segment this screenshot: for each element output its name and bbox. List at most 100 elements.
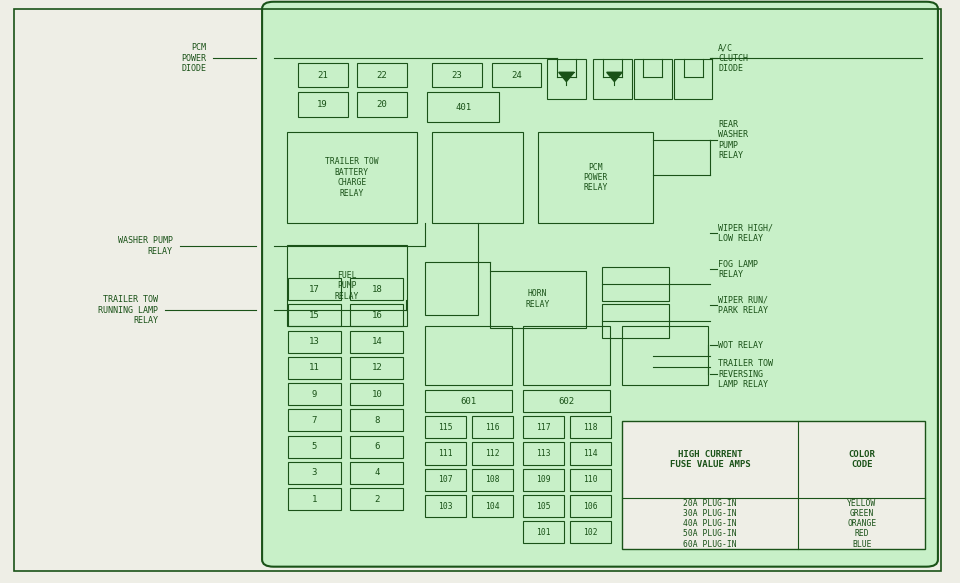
Text: 20: 20 [376,100,388,109]
Text: FUEL
PUMP
RELAY: FUEL PUMP RELAY [335,271,359,301]
Bar [357,92,407,117]
Text: 3: 3 [312,468,317,477]
Text: 16: 16 [372,311,382,320]
Text: 7: 7 [312,416,317,425]
Bar [288,436,341,458]
Text: 104: 104 [485,501,500,511]
Bar [570,416,611,438]
Bar [288,278,341,300]
Text: 9: 9 [312,389,317,399]
Bar [602,304,669,338]
Bar [472,442,513,465]
Text: PCM
POWER
RELAY: PCM POWER RELAY [583,163,608,192]
Text: 50A PLUG-IN: 50A PLUG-IN [684,529,737,538]
Text: WIPER RUN/
PARK RELAY: WIPER RUN/ PARK RELAY [718,296,768,315]
Polygon shape [607,72,622,82]
Bar [492,63,541,87]
Text: 30A PLUG-IN: 30A PLUG-IN [684,509,737,518]
Text: 602: 602 [559,396,574,406]
Text: 601: 601 [461,396,476,406]
Bar [288,488,341,510]
Text: 118: 118 [583,423,598,432]
Text: 115: 115 [438,423,453,432]
Bar [350,278,403,300]
Bar [523,390,610,412]
Text: 20A PLUG-IN: 20A PLUG-IN [684,498,737,508]
Text: TRAILER TOW
RUNNING LAMP
RELAY: TRAILER TOW RUNNING LAMP RELAY [99,295,158,325]
Bar [523,495,564,517]
Text: 11: 11 [309,363,320,373]
Bar [523,442,564,465]
Text: HIGH CURRENT
FUSE VALUE AMPS: HIGH CURRENT FUSE VALUE AMPS [670,449,751,469]
Text: 106: 106 [583,501,598,511]
Bar [288,331,341,353]
Bar [622,421,925,549]
Text: TRAILER TOW
BATTERY
CHARGE
RELAY: TRAILER TOW BATTERY CHARGE RELAY [325,157,378,198]
Bar [472,495,513,517]
Bar [472,416,513,438]
Bar [425,326,512,385]
Bar [298,92,348,117]
Bar [287,245,407,326]
Text: 110: 110 [583,475,598,484]
Text: RED: RED [854,529,869,538]
Bar [523,521,564,543]
Text: 112: 112 [485,449,500,458]
Bar [357,63,407,87]
Text: 102: 102 [583,528,598,537]
Text: 107: 107 [438,475,453,484]
Polygon shape [559,72,574,82]
Text: 105: 105 [536,501,551,511]
Text: 14: 14 [372,337,382,346]
Bar [287,132,417,223]
Bar [350,462,403,484]
Text: GREEN: GREEN [850,509,874,518]
Bar [432,132,523,223]
Bar [288,357,341,379]
Text: 18: 18 [372,285,382,294]
Bar [538,132,653,223]
Text: 21: 21 [317,71,328,80]
Text: PCM
POWER
DIODE: PCM POWER DIODE [181,43,206,73]
Bar [523,416,564,438]
Text: HORN
RELAY: HORN RELAY [525,289,550,309]
Bar [622,326,708,385]
Text: 114: 114 [583,449,598,458]
Text: 5: 5 [312,442,317,451]
Bar [288,304,341,326]
Bar [425,262,478,315]
Bar [425,390,512,412]
Bar [350,357,403,379]
Text: 1: 1 [312,494,317,504]
Text: REAR
WASHER
PUMP
RELAY: REAR WASHER PUMP RELAY [718,120,748,160]
Bar [298,63,348,87]
Text: 109: 109 [536,475,551,484]
Text: BLUE: BLUE [852,539,872,549]
Bar [523,469,564,491]
Text: 108: 108 [485,475,500,484]
Text: 401: 401 [455,103,471,112]
Text: YELLOW: YELLOW [847,498,876,508]
Bar [602,267,669,301]
Text: 116: 116 [485,423,500,432]
Text: 117: 117 [536,423,551,432]
Text: 101: 101 [536,528,551,537]
Bar [288,409,341,431]
Bar [570,495,611,517]
Text: 111: 111 [438,449,453,458]
Text: 19: 19 [317,100,328,109]
Text: WOT RELAY: WOT RELAY [718,340,763,350]
Bar [427,92,499,122]
Bar [593,59,632,99]
Bar [350,304,403,326]
Bar [523,326,610,385]
Bar [425,442,466,465]
Bar [547,59,586,99]
Bar [350,436,403,458]
Bar [570,469,611,491]
Bar [432,63,482,87]
Text: WASHER PUMP
RELAY: WASHER PUMP RELAY [118,236,173,256]
Bar [425,469,466,491]
Text: FOG LAMP
RELAY: FOG LAMP RELAY [718,259,758,279]
Text: 8: 8 [374,416,379,425]
